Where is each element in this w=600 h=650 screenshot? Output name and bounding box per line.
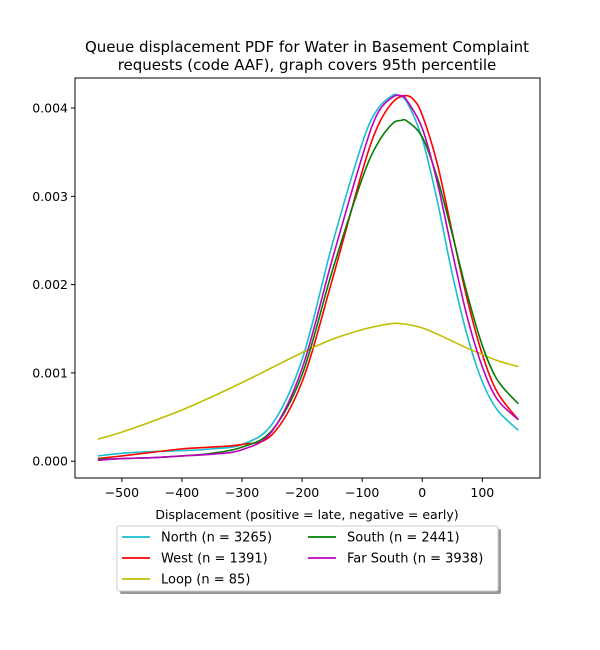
legend-label-3: South (n = 2441) — [347, 531, 460, 546]
x-tick-label: 0 — [418, 485, 426, 500]
y-axis: 0.000 0.001 0.002 0.003 0.004 — [32, 101, 75, 469]
x-tick-label: −100 — [345, 485, 379, 500]
legend-label-2: Loop (n = 85) — [161, 573, 250, 588]
x-tick-label: −500 — [105, 485, 139, 500]
y-tick-label: 0.000 — [32, 454, 68, 469]
legend-label-1: West (n = 1391) — [161, 552, 268, 567]
series-line-1 — [97, 94, 520, 460]
legend: North (n = 3265) West (n = 1391) Loop (n =… — [116, 525, 501, 594]
x-tick-label: −200 — [285, 485, 319, 500]
y-tick-label: 0.001 — [32, 365, 68, 380]
legend-box — [116, 525, 499, 592]
plot-frame — [74, 77, 541, 479]
legend-label-4: Far South (n = 3938) — [347, 552, 483, 567]
legend-label-0: North (n = 3265) — [161, 531, 272, 546]
x-axis: −500 −400 −300 −200 −100 0 100 — [105, 478, 494, 500]
y-tick-label: 0.003 — [32, 189, 68, 204]
chart-title: Queue displacement PDF for Water in Base… — [85, 38, 529, 74]
x-tick-label: −300 — [225, 485, 259, 500]
x-tick-label: 100 — [470, 485, 494, 500]
y-tick-label: 0.004 — [32, 101, 68, 116]
chart-title-line-2: requests (code AAF), graph covers 95th p… — [118, 56, 497, 74]
series-line-2 — [97, 322, 519, 440]
series-group — [97, 93, 520, 462]
x-axis-label: Displacement (positive = late, negative … — [155, 507, 458, 522]
x-tick-label: −400 — [165, 485, 199, 500]
chart-title-line-1: Queue displacement PDF for Water in Base… — [85, 38, 529, 56]
series-line-0 — [97, 93, 519, 457]
y-tick-label: 0.002 — [32, 277, 68, 292]
series-line-4 — [97, 94, 519, 462]
